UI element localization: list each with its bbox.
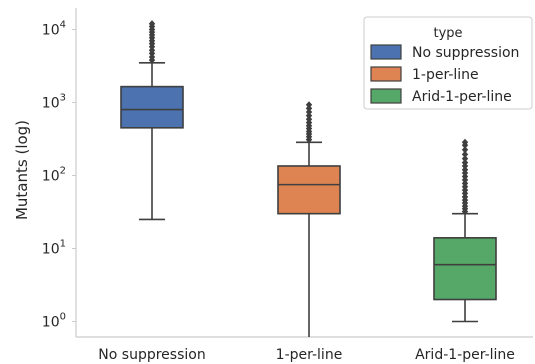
legend-swatch	[370, 44, 402, 60]
y-tick-base: 10	[42, 23, 60, 39]
y-tick-exponent: 4	[60, 20, 66, 31]
y-tick-label: 101	[42, 239, 66, 258]
outlier-point	[461, 166, 469, 174]
legend-swatch	[370, 66, 402, 82]
box-iqr	[433, 237, 497, 301]
plot-area	[75, 8, 533, 338]
x-tick-label: Arid-1-per-line	[415, 347, 515, 363]
y-tick-label: 102	[42, 166, 66, 185]
outlier-point	[305, 108, 313, 116]
box-group	[277, 101, 341, 337]
outlier-point	[305, 104, 313, 113]
y-tick-exponent: 0	[60, 312, 66, 323]
box-series-group	[120, 20, 497, 337]
box-group	[433, 138, 497, 323]
outlier-point	[461, 155, 469, 163]
box-iqr	[120, 85, 184, 129]
outlier-point	[461, 138, 469, 146]
x-tick-label: 1-per-line	[276, 347, 343, 363]
y-tick-base: 10	[42, 242, 60, 258]
outlier-point	[305, 101, 313, 109]
outlier-point	[461, 150, 469, 158]
y-tick-exponent: 3	[60, 93, 66, 104]
y-tick-base: 10	[42, 169, 60, 185]
outlier-point	[148, 20, 156, 28]
y-tick-label: 103	[42, 93, 66, 112]
y-tick-exponent: 1	[60, 239, 66, 250]
y-axis-label: Mutants (log)	[13, 120, 31, 220]
outlier-point	[461, 159, 469, 167]
box-group	[120, 20, 184, 221]
y-tick-base: 10	[42, 96, 60, 112]
y-tick-base: 10	[42, 315, 60, 331]
box-iqr	[277, 165, 341, 215]
y-tick-exponent: 2	[60, 166, 66, 177]
legend-swatch	[370, 88, 402, 104]
legend-entry-label: No suppression	[412, 45, 519, 61]
x-tick-label: No suppression	[98, 347, 205, 363]
legend-frame	[363, 16, 533, 110]
legend: type No suppression 1-per-line Arid-1-per-…	[363, 16, 533, 110]
y-tick-label: 104	[42, 20, 66, 39]
outlier-point	[305, 112, 313, 120]
legend-entry-label: Arid-1-per-line	[412, 89, 512, 105]
x-axis-ticks: No suppression 1-per-line Arid-1-per-line	[98, 347, 515, 363]
legend-title: type	[433, 26, 462, 41]
outlier-point	[461, 146, 469, 154]
legend-entry-label: 1-per-line	[412, 67, 479, 83]
y-tick-label: 100	[42, 312, 66, 331]
